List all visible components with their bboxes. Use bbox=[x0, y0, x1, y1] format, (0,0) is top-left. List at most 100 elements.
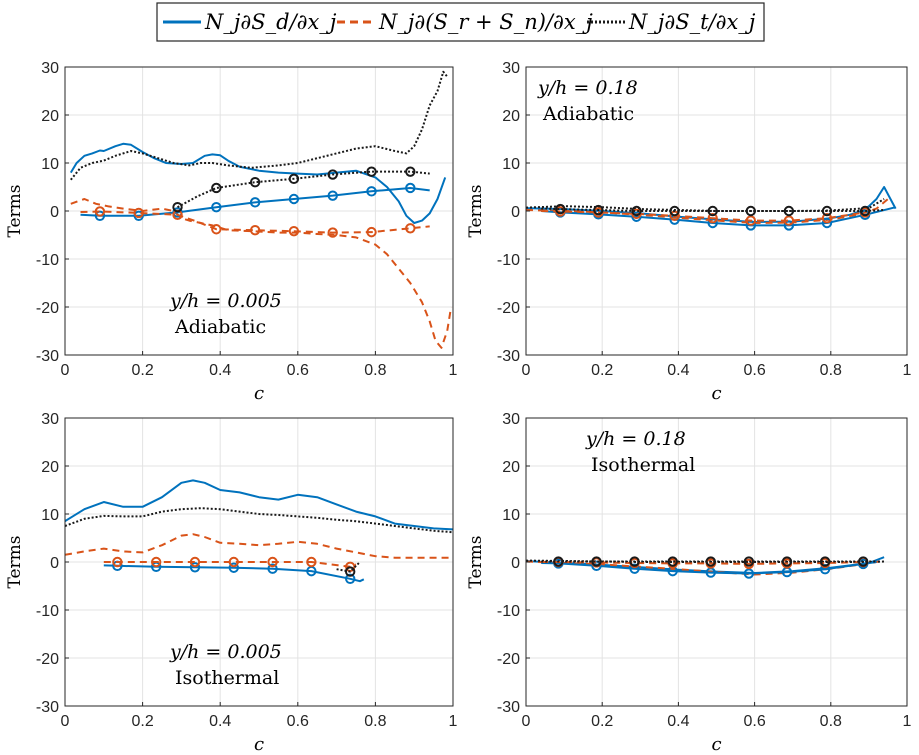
y-tick-label: -20 bbox=[497, 300, 520, 317]
series-line-5 bbox=[336, 561, 361, 573]
data-point bbox=[669, 205, 680, 217]
data-point bbox=[781, 556, 793, 567]
y-tick-label: -20 bbox=[36, 300, 59, 317]
data-point bbox=[288, 193, 300, 205]
data-point bbox=[591, 560, 602, 572]
x-tick-label: 1 bbox=[903, 713, 912, 730]
x-axis-label: c bbox=[254, 383, 264, 404]
y-tick-label: 30 bbox=[502, 60, 520, 77]
data-layer bbox=[526, 186, 897, 231]
panel-3: 0 0.2 0.4 0.6 0.8 1 -30 -20 -10 0 10 20 30 c Terms y/h … bbox=[466, 411, 912, 755]
data-point bbox=[189, 556, 201, 568]
data-point bbox=[857, 556, 869, 567]
x-tick-label: 0.6 bbox=[287, 362, 309, 379]
data-point bbox=[667, 556, 678, 567]
data-point bbox=[405, 223, 416, 234]
y-tick-label: 0 bbox=[50, 204, 59, 221]
y-tick-label: 20 bbox=[502, 459, 520, 476]
x-tick-label: 0.6 bbox=[743, 362, 765, 379]
x-tick-label: 0.2 bbox=[131, 713, 153, 730]
y-tick-label: -10 bbox=[36, 603, 59, 620]
data-point bbox=[344, 573, 356, 584]
data-point bbox=[94, 210, 106, 222]
data-point bbox=[228, 556, 239, 568]
data-point bbox=[211, 182, 222, 194]
x-tick-label: 1 bbox=[903, 362, 912, 379]
data-point bbox=[172, 201, 183, 213]
x-tick-label: 1 bbox=[449, 362, 458, 379]
data-layer bbox=[65, 479, 453, 584]
annotation-text: Isothermal bbox=[591, 454, 695, 476]
x-tick-label: 0.4 bbox=[667, 362, 689, 379]
data-point bbox=[707, 213, 718, 224]
annotation-math: y/h = 0.005 bbox=[169, 290, 282, 312]
x-tick-label: 0 bbox=[522, 362, 531, 379]
data-point bbox=[743, 556, 755, 567]
series-line-2 bbox=[70, 70, 448, 181]
legend-label-1: N_j∂(S_r + S_n)/∂x_j bbox=[378, 10, 593, 34]
y-tick-label: 10 bbox=[502, 156, 520, 173]
data-point bbox=[629, 556, 640, 567]
x-tick-label: 0.4 bbox=[209, 362, 231, 379]
data-point bbox=[211, 224, 222, 235]
data-point bbox=[228, 562, 239, 573]
x-tick-label: 0 bbox=[522, 713, 531, 730]
series-line-5 bbox=[177, 170, 430, 209]
data-point bbox=[821, 217, 833, 229]
y-tick-label: 0 bbox=[511, 555, 520, 572]
panel-2: 0 0.2 0.4 0.6 0.8 1 -30 -20 -10 0 10 20 30 c Terms y/h … bbox=[5, 411, 458, 755]
y-tick-label: 20 bbox=[41, 108, 59, 125]
data-layer bbox=[69, 70, 453, 349]
data-point bbox=[819, 556, 831, 567]
data-point bbox=[859, 205, 871, 217]
data-point bbox=[150, 556, 162, 568]
x-tick-label: 0 bbox=[61, 713, 70, 730]
data-point bbox=[821, 205, 833, 217]
data-point bbox=[705, 556, 716, 567]
data-point bbox=[783, 220, 795, 231]
x-tick-label: 0.6 bbox=[287, 713, 309, 730]
annotation-text: Adiabatic bbox=[174, 316, 266, 338]
data-point bbox=[783, 205, 795, 217]
x-tick-label: 0.4 bbox=[209, 713, 231, 730]
data-point bbox=[112, 556, 123, 568]
data-point bbox=[591, 556, 602, 567]
series-line-2 bbox=[526, 198, 885, 212]
y-tick-label: -30 bbox=[497, 699, 520, 716]
series-line-4 bbox=[541, 210, 866, 222]
legend: N_j∂S_d/∂x_j N_j∂(S_r + S_n)/∂x_j N_j∂S_… bbox=[156, 2, 765, 42]
y-tick-label: 10 bbox=[41, 156, 59, 173]
data-point bbox=[743, 568, 755, 579]
data-point bbox=[211, 201, 222, 213]
x-tick-label: 0.2 bbox=[131, 362, 153, 379]
y-tick-label: 30 bbox=[41, 60, 59, 77]
data-point bbox=[306, 556, 317, 568]
data-point bbox=[366, 186, 377, 197]
data-point bbox=[553, 556, 564, 567]
data-point bbox=[249, 177, 261, 188]
series-line-1 bbox=[526, 198, 889, 224]
data-point bbox=[344, 566, 356, 577]
annotation-text: Adiabatic bbox=[542, 103, 634, 125]
panel-0: 0 0.2 0.4 0.6 0.8 1 -30 -20 -10 0 10 20 30 c Terms y/h … bbox=[5, 60, 458, 404]
y-tick-label: 10 bbox=[41, 507, 59, 524]
data-point bbox=[327, 190, 338, 201]
y-tick-label: 20 bbox=[502, 108, 520, 125]
y-tick-label: 0 bbox=[50, 555, 59, 572]
series-line-3 bbox=[541, 561, 877, 575]
data-point bbox=[631, 205, 642, 217]
x-axis-label: c bbox=[711, 734, 721, 755]
x-tick-label: 0.2 bbox=[591, 362, 613, 379]
data-point bbox=[405, 166, 416, 177]
legend-box bbox=[156, 2, 765, 42]
y-axis-label: Terms bbox=[466, 535, 486, 588]
series-line-3 bbox=[80, 187, 430, 217]
data-point bbox=[288, 173, 300, 185]
y-tick-label: -10 bbox=[497, 252, 520, 269]
y-tick-label: 20 bbox=[41, 459, 59, 476]
x-tick-label: 0.8 bbox=[364, 362, 386, 379]
series-line-5 bbox=[541, 207, 885, 212]
x-axis-label: c bbox=[711, 383, 721, 404]
data-point bbox=[745, 205, 756, 217]
data-layer bbox=[526, 556, 885, 579]
